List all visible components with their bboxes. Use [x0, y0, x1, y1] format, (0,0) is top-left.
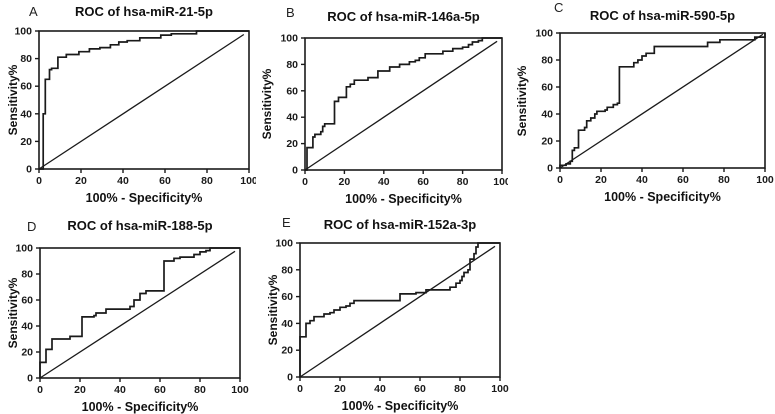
panel-c-letter: C: [554, 0, 564, 15]
svg-text:60: 60: [20, 81, 32, 93]
panel-b-x-axis-title: 100% - Specificity%: [345, 192, 462, 206]
svg-text:100: 100: [756, 174, 774, 186]
svg-text:100: 100: [535, 28, 553, 40]
svg-text:80: 80: [541, 55, 553, 67]
panel-a: A ROC of hsa-miR-21-5p Sensitivity% 0 20 4…: [2, 0, 256, 205]
svg-text:100: 100: [14, 26, 32, 38]
svg-text:60: 60: [541, 82, 553, 94]
svg-text:40: 40: [636, 174, 648, 186]
svg-text:60: 60: [417, 176, 429, 188]
svg-text:20: 20: [20, 136, 32, 148]
svg-text:60: 60: [281, 291, 293, 303]
svg-text:100: 100: [275, 238, 293, 250]
panel-b-roc-plot: 0 20 40 60 80 100 0 20 40 60 80 100: [280, 33, 508, 189]
panel-d-x-axis-title: 100% - Specificity%: [81, 400, 199, 414]
panel-c-roc-plot: 0 20 40 60 80 100 0 20 40 60 80 100: [535, 28, 774, 187]
svg-text:100: 100: [240, 175, 256, 187]
svg-text:40: 40: [378, 176, 390, 188]
svg-text:0: 0: [37, 384, 43, 396]
svg-text:100: 100: [491, 383, 509, 395]
panel-c-x-axis-title: 100% - Specificity%: [604, 190, 721, 204]
svg-text:80: 80: [21, 269, 33, 281]
svg-text:40: 40: [541, 109, 553, 121]
svg-text:20: 20: [339, 176, 351, 188]
panel-e-x-axis-title: 100% - Specificity%: [341, 399, 459, 413]
svg-text:80: 80: [718, 174, 730, 186]
svg-text:0: 0: [292, 165, 298, 177]
svg-text:80: 80: [457, 176, 469, 188]
panel-b-letter: B: [286, 5, 295, 20]
svg-text:100: 100: [231, 384, 249, 396]
svg-text:60: 60: [677, 174, 689, 186]
svg-text:0: 0: [26, 164, 32, 176]
panel-e-roc-plot: 0 20 40 60 80 100 0 20 40 60 80 100: [275, 238, 509, 396]
svg-text:60: 60: [286, 85, 298, 97]
svg-text:40: 40: [117, 175, 129, 187]
panel-a-letter: A: [29, 4, 38, 19]
svg-text:20: 20: [595, 174, 607, 186]
svg-text:20: 20: [281, 345, 293, 357]
panel-d-letter: D: [27, 219, 37, 234]
panel-d-title: ROC of hsa-miR-188-5p: [67, 218, 213, 233]
svg-text:20: 20: [21, 347, 33, 359]
svg-text:80: 80: [201, 175, 213, 187]
svg-text:40: 40: [20, 108, 32, 120]
panel-e-letter: E: [282, 215, 291, 230]
svg-text:40: 40: [281, 318, 293, 330]
svg-text:0: 0: [302, 176, 308, 188]
panel-d-roc-plot: 0 20 40 60 80 100 0 20 40 60 80 100: [15, 243, 249, 397]
panel-c: C ROC of hsa-miR-590-5p Sensitivity% 0 20…: [511, 0, 775, 204]
panel-c-title: ROC of hsa-miR-590-5p: [589, 8, 736, 23]
panel-d: D ROC of hsa-miR-188-5p Sensitivity% 0 20…: [2, 206, 264, 414]
svg-text:60: 60: [414, 383, 426, 395]
svg-text:40: 40: [286, 112, 298, 124]
svg-text:80: 80: [194, 384, 206, 396]
svg-text:80: 80: [454, 383, 466, 395]
panel-b-title: ROC of hsa-miR-146a-5p: [327, 9, 480, 24]
svg-text:0: 0: [297, 383, 303, 395]
svg-text:60: 60: [21, 295, 33, 307]
svg-text:80: 80: [286, 59, 298, 71]
svg-text:0: 0: [547, 163, 553, 175]
svg-text:100: 100: [493, 176, 508, 188]
svg-text:20: 20: [334, 383, 346, 395]
panel-a-title: ROC of hsa-miR-21-5p: [75, 4, 213, 19]
panel-a-roc-plot: 0 20 40 60 80 100 0 20 40 60 80 100: [14, 26, 256, 188]
svg-text:20: 20: [75, 175, 87, 187]
svg-text:0: 0: [287, 372, 293, 384]
svg-text:40: 40: [114, 384, 126, 396]
svg-text:100: 100: [280, 33, 298, 45]
svg-text:80: 80: [20, 53, 32, 65]
svg-text:0: 0: [36, 175, 42, 187]
svg-text:20: 20: [541, 136, 553, 148]
svg-text:40: 40: [374, 383, 386, 395]
panel-a-x-axis-title: 100% - Specificity%: [85, 191, 203, 205]
svg-text:60: 60: [159, 175, 171, 187]
svg-text:100: 100: [15, 243, 33, 255]
svg-text:0: 0: [557, 174, 563, 186]
svg-text:40: 40: [21, 321, 33, 333]
panel-e-title: ROC of hsa-miR-152a-3p: [323, 217, 477, 232]
svg-text:20: 20: [74, 384, 86, 396]
svg-text:0: 0: [27, 373, 33, 385]
svg-text:20: 20: [286, 138, 298, 150]
svg-text:80: 80: [281, 264, 293, 276]
svg-text:60: 60: [154, 384, 166, 396]
